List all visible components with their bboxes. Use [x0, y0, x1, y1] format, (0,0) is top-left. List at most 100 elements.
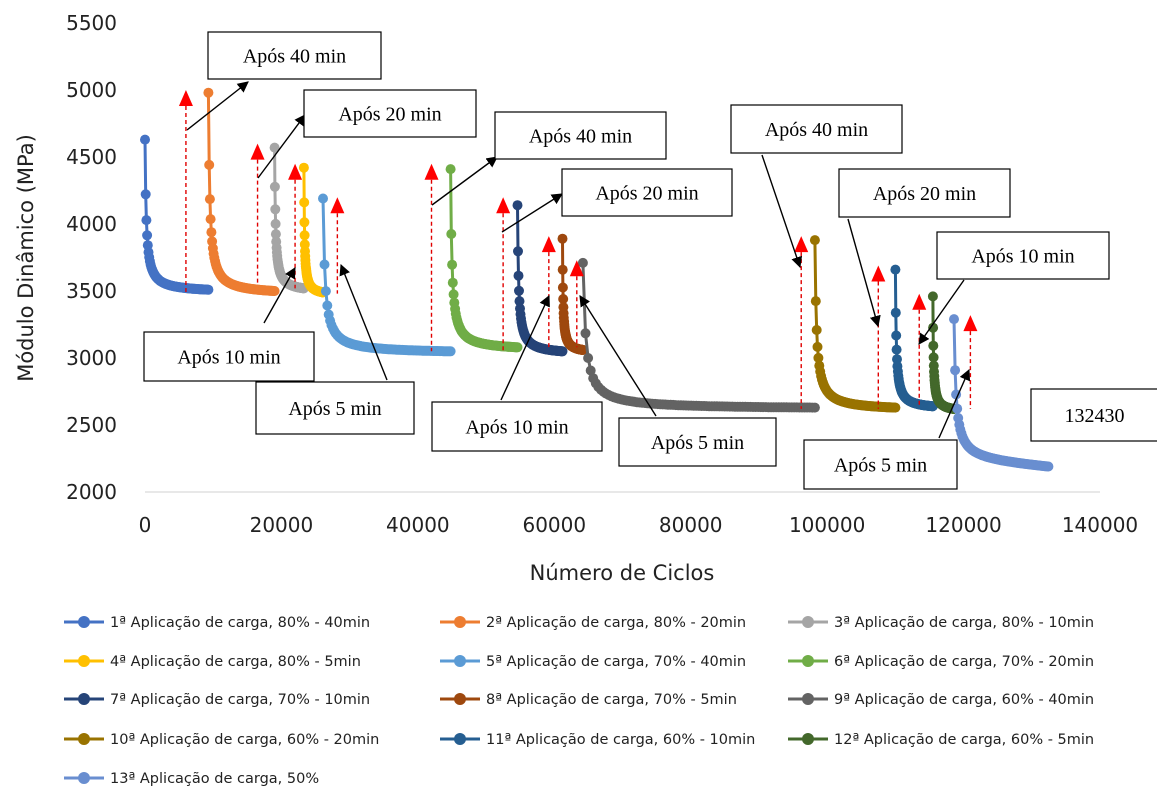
data-point: [141, 215, 152, 226]
x-tick-label: 100000: [789, 513, 865, 537]
annotation-label: Após 40 min: [529, 126, 632, 148]
data-point: [322, 300, 333, 311]
red-arrow-head: [250, 143, 265, 160]
legend-swatch-marker: [802, 733, 814, 745]
annotation-box: [618, 417, 777, 467]
data-point: [557, 264, 568, 275]
data-point: [557, 346, 568, 357]
annotation-label: Após 10 min: [465, 417, 568, 439]
legend-item: 3ª Aplicação de carga, 80% - 10min: [788, 615, 1094, 631]
x-tick-label: 0: [139, 513, 152, 537]
data-point: [577, 257, 588, 268]
annotation-callout: Após 40 min: [431, 111, 667, 206]
legend-label: 10ª Aplicação de carga, 60% - 20min: [110, 732, 379, 748]
red-marker-layer: [178, 90, 978, 409]
legend-swatch-marker: [802, 693, 814, 705]
annotation-label: Após 10 min: [177, 347, 280, 369]
data-point: [583, 353, 594, 363]
series-layer: [140, 87, 1054, 472]
legend-item: 9ª Aplicação de carga, 60% - 40min: [788, 692, 1094, 708]
annotation-callout: Após 40 min: [186, 31, 382, 131]
legend-swatch-marker: [802, 655, 814, 667]
annotation-label: Após 20 min: [338, 104, 441, 126]
legend-label: 9ª Aplicação de carga, 60% - 40min: [834, 692, 1094, 708]
y-tick-label: 5500: [66, 11, 117, 35]
legend-item: 10ª Aplicação de carga, 60% - 20min: [64, 732, 379, 748]
data-point: [320, 286, 331, 297]
annotation-label: Após 5 min: [834, 455, 927, 477]
series-9: [577, 257, 820, 413]
data-point: [319, 259, 330, 270]
annotation-arrow: [847, 218, 881, 328]
annotation-arrow: [501, 193, 563, 233]
annotation-box: [255, 381, 415, 435]
legend-swatch-marker: [454, 616, 466, 628]
data-point: [928, 322, 939, 333]
data-point: [206, 227, 217, 238]
data-point: [890, 307, 901, 318]
annotation-callout: Após 10 min: [431, 294, 603, 452]
data-point: [585, 365, 596, 376]
annotation-box: [561, 168, 733, 217]
data-point: [557, 233, 568, 244]
data-point: [299, 197, 310, 208]
red-dashed-marker: [424, 163, 439, 352]
series-10: [809, 235, 901, 413]
annotation-label: Após 20 min: [595, 183, 698, 205]
data-point: [445, 164, 456, 175]
data-point: [140, 134, 150, 145]
annotation-label: Após 40 min: [765, 119, 868, 141]
annotation-arrow: [918, 279, 965, 345]
annotation-arrow: [500, 294, 550, 401]
annotation-label: Após 40 min: [243, 46, 346, 68]
annotation-callout: Após 40 min: [730, 104, 903, 269]
data-point: [811, 325, 822, 335]
red-dashed-marker: [912, 293, 927, 407]
legend-label: 11ª Aplicação de carga, 60% - 10min: [486, 732, 755, 748]
data-point: [447, 277, 458, 288]
red-arrow-head: [912, 293, 927, 310]
red-dashed-marker: [250, 143, 265, 285]
series-7: [512, 200, 568, 357]
red-dashed-marker: [496, 197, 511, 352]
annotation-callout: Após 20 min: [501, 168, 733, 233]
data-point: [810, 296, 821, 307]
data-point: [270, 229, 281, 240]
legend-label: 2ª Aplicação de carga, 80% - 20min: [486, 615, 746, 631]
red-dashed-marker: [963, 315, 978, 409]
y-tick-label: 2000: [66, 480, 117, 504]
data-point: [891, 344, 902, 355]
annotation-box: [143, 331, 315, 382]
annotation-arrow: [186, 81, 249, 131]
annotation-label: 132430: [1065, 405, 1125, 427]
red-arrow-head: [541, 236, 556, 253]
data-point: [514, 296, 525, 307]
red-arrow-head: [963, 315, 978, 332]
data-point: [448, 289, 459, 300]
legend-item: 11ª Aplicação de carga, 60% - 10min: [440, 732, 755, 748]
annotation-box: [494, 111, 667, 160]
data-point: [512, 342, 523, 353]
red-dashed-marker: [288, 163, 303, 289]
legend-item: 4ª Aplicação de carga, 80% - 5min: [64, 654, 361, 670]
data-point: [927, 291, 938, 302]
annotation-callout: 132430: [1030, 388, 1157, 442]
data-point: [928, 352, 939, 363]
x-tick-label: 120000: [925, 513, 1001, 537]
red-arrow-head: [424, 163, 439, 180]
data-point: [1043, 461, 1054, 472]
red-arrow-head: [178, 90, 193, 107]
legend-item: 6ª Aplicação de carga, 70% - 20min: [788, 654, 1094, 670]
legend-item: 13ª Aplicação de carga, 50%: [64, 771, 319, 787]
legend-swatch-marker: [454, 733, 466, 745]
annotation-label: Após 10 min: [971, 246, 1074, 268]
data-point: [928, 340, 939, 351]
red-dashed-marker: [569, 260, 584, 348]
legend-swatch-marker: [454, 693, 466, 705]
data-point: [447, 259, 458, 270]
data-point: [513, 270, 524, 281]
data-point: [812, 341, 823, 352]
legend-item: 7ª Aplicação de carga, 70% - 10min: [64, 692, 370, 708]
red-dashed-marker: [541, 236, 556, 350]
